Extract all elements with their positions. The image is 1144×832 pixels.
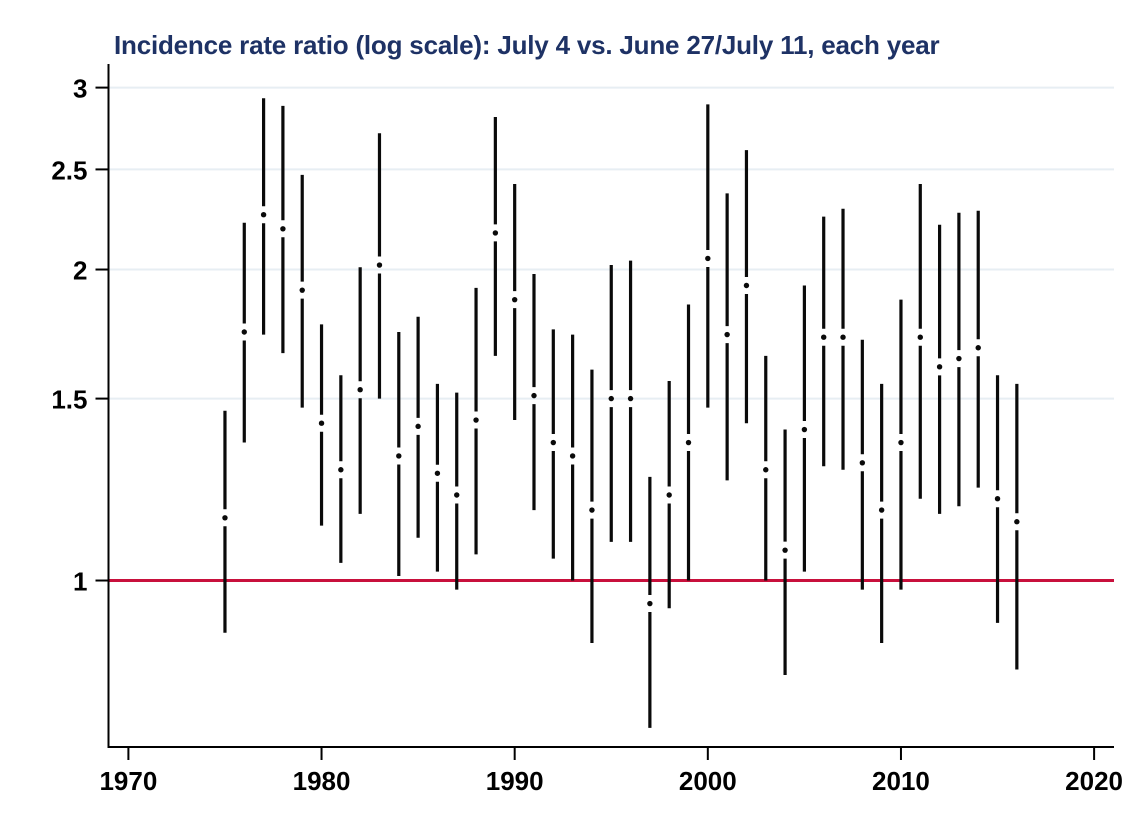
x-tick-label: 1970: [99, 766, 157, 796]
point-estimate-dot: [936, 364, 943, 370]
x-tick-label: 2010: [872, 766, 930, 796]
x-tick-label: 2020: [1065, 766, 1123, 796]
y-tick-label: 1: [73, 567, 87, 597]
point-estimate-dot: [318, 420, 325, 426]
point-estimate-dot: [241, 329, 247, 335]
point-estimate-dot: [492, 230, 499, 236]
point-estimate-dot: [782, 547, 788, 553]
point-estimate-dot: [1014, 519, 1020, 525]
point-estimate-dot: [608, 395, 614, 402]
x-tick-label: 1990: [486, 766, 544, 796]
point-estimate-dot: [531, 392, 537, 399]
point-estimate-dot: [917, 334, 923, 340]
point-estimate-dot: [569, 453, 576, 459]
point-estimate-dot: [647, 600, 653, 607]
point-estimate-dot: [415, 423, 421, 430]
point-estimate-dot: [473, 417, 479, 423]
point-estimate-dot: [338, 467, 344, 473]
y-tick-label: 2: [73, 256, 87, 286]
point-estimate-dot: [840, 334, 846, 340]
point-estimate-dot: [511, 296, 518, 303]
point-estimate-dot: [898, 439, 904, 446]
point-estimate-dot: [260, 211, 267, 218]
point-estimate-dot: [376, 262, 383, 268]
point-estimate-dot: [821, 334, 827, 340]
point-estimate-dot: [685, 439, 692, 446]
point-estimate-dot: [763, 467, 769, 473]
point-estimate-dot: [454, 492, 460, 498]
point-estimate-dot: [627, 395, 634, 402]
point-estimate-dot: [859, 460, 866, 466]
y-tick-label: 2.5: [51, 155, 87, 185]
point-estimate-dot: [589, 507, 595, 513]
point-estimate-dot: [705, 255, 711, 262]
x-tick-label: 1980: [293, 766, 351, 796]
point-estimate-dot: [878, 507, 885, 513]
point-estimate-dot: [299, 287, 305, 293]
point-estimate-dot: [434, 470, 441, 476]
point-estimate-dot: [666, 492, 672, 498]
point-estimate-dot: [357, 387, 363, 393]
point-estimate-dot: [280, 226, 286, 232]
point-estimate-dot: [550, 439, 557, 446]
point-estimate-dot: [396, 453, 402, 459]
point-estimate-dot: [801, 426, 808, 433]
x-tick-label: 2000: [679, 766, 737, 796]
y-tick-label: 1.5: [51, 385, 87, 415]
point-estimate-dot: [956, 355, 962, 362]
point-estimate-dot: [724, 331, 730, 338]
point-estimate-dot: [222, 515, 228, 521]
point-estimate-dot: [975, 345, 981, 351]
y-tick-label: 3: [73, 74, 87, 104]
chart-title: Incidence rate ratio (log scale): July 4…: [114, 30, 940, 60]
point-estimate-dot: [994, 496, 1001, 502]
point-estimate-dot: [743, 282, 750, 289]
